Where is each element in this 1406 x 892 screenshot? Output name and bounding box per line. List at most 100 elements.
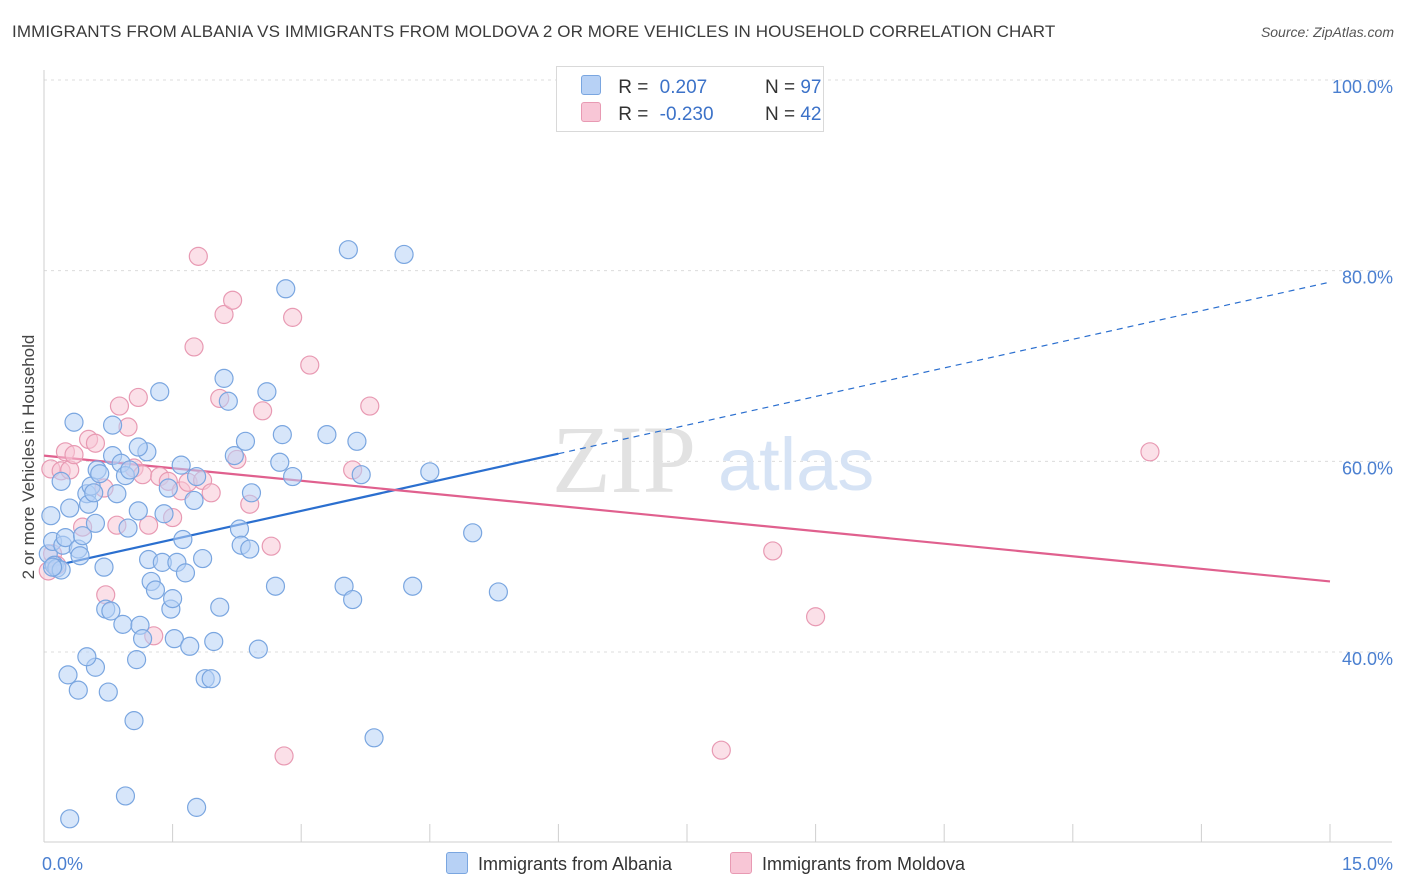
legend-row-moldova: R = -0.230 N = 42 <box>581 102 821 126</box>
albania-point <box>98 682 118 702</box>
moldova-point <box>184 337 204 357</box>
albania-point <box>235 431 256 451</box>
moldova-legend-swatch <box>730 852 752 874</box>
albania-point <box>351 465 371 485</box>
albania-point <box>113 614 133 634</box>
y-tick-label: 80.0% <box>1342 268 1393 288</box>
albania-point <box>126 650 147 670</box>
albania-point <box>158 478 178 498</box>
albania-swatch <box>581 75 601 95</box>
albania-point <box>124 711 144 731</box>
albania-point <box>257 382 277 402</box>
moldova-r-label: R = <box>618 104 649 125</box>
stats-legend: R = 0.207 N = 97 R = -0.230 N = 42 <box>556 66 824 132</box>
chart-title: IMMIGRANTS FROM ALBANIA VS IMMIGRANTS FR… <box>12 22 1056 41</box>
albania-point <box>70 546 90 566</box>
albania-point <box>60 498 80 518</box>
albania-point <box>180 636 200 656</box>
albania-point <box>64 412 84 432</box>
albania-r-label: R = <box>618 77 649 98</box>
albania-point <box>420 462 440 482</box>
albania-point <box>218 391 238 411</box>
moldova-point <box>1140 442 1160 462</box>
albania-point <box>229 519 250 539</box>
moldova-point <box>274 746 294 766</box>
albania-point <box>283 466 303 487</box>
y-axis-label: 2 or more Vehicles in Household <box>19 335 38 580</box>
albania-point <box>58 665 78 685</box>
legend-row-albania: R = 0.207 N = 97 <box>581 75 821 99</box>
albania-point <box>241 483 262 503</box>
moldova-point <box>223 290 243 310</box>
data-points <box>38 240 1160 829</box>
albania-point <box>163 589 183 609</box>
albania-n-label: N = <box>764 77 796 98</box>
moldova-point <box>360 396 380 416</box>
albania-point <box>118 518 138 538</box>
moldova-point <box>64 445 84 465</box>
albania-point <box>276 279 296 299</box>
albania-point <box>187 797 207 817</box>
albania-point <box>90 464 110 484</box>
albania-point <box>173 529 193 550</box>
albania-point <box>154 504 174 524</box>
tick-labels: 40.0% 60.0% 80.0% 100.0% 0.0% 15.0% <box>42 77 1393 874</box>
albania-point <box>248 639 268 659</box>
moldova-point <box>201 483 221 503</box>
albania-point <box>403 576 423 596</box>
legend-item-moldova: Immigrants from Moldova <box>730 852 965 875</box>
albania-point <box>84 483 104 503</box>
trend-lines <box>43 281 1331 583</box>
albania-point <box>128 501 148 521</box>
albania-point <box>150 382 170 402</box>
albania-point <box>184 490 204 511</box>
albania-point <box>128 437 148 457</box>
albania-point <box>343 589 363 610</box>
moldova-legend-label: Immigrants from Moldova <box>762 854 966 874</box>
grid <box>44 79 1392 653</box>
moldova-point <box>805 607 826 627</box>
moldova-point <box>711 740 731 760</box>
x-tick-label-min: 0.0% <box>42 854 83 874</box>
moldova-n-value: 42 <box>800 104 822 125</box>
albania-trend-line <box>43 452 559 570</box>
albania-point <box>175 563 196 583</box>
albania-point <box>338 240 358 260</box>
moldova-n-label: N = <box>764 104 796 125</box>
albania-point <box>77 647 97 667</box>
albania-point <box>85 513 106 533</box>
albania-legend-swatch <box>446 852 468 874</box>
albania-point <box>193 548 213 569</box>
albania-point <box>201 669 221 689</box>
moldova-point <box>763 541 783 561</box>
albania-point <box>42 557 63 577</box>
y-tick-label: 60.0% <box>1342 458 1393 478</box>
moldova-swatch <box>581 102 601 122</box>
albania-point <box>204 631 224 652</box>
moldova-point <box>188 246 208 266</box>
albania-point <box>164 629 184 649</box>
legend-item-albania: Immigrants from Albania <box>446 852 672 875</box>
moldova-point <box>85 433 106 453</box>
moldova-point <box>283 307 303 327</box>
series-legend: Immigrants from Albania Immigrants from … <box>0 852 1406 876</box>
albania-point <box>120 460 140 480</box>
moldova-point <box>214 304 234 325</box>
moldova-point <box>128 387 148 408</box>
albania-point <box>224 446 244 466</box>
albania-point <box>270 452 290 472</box>
moldova-point <box>300 355 320 375</box>
moldova-point <box>138 515 159 535</box>
moldova-r-value: -0.230 <box>659 104 714 125</box>
albania-point <box>187 466 207 487</box>
albania-point <box>240 539 260 559</box>
albania-point <box>334 576 354 596</box>
albania-point <box>41 506 61 526</box>
albania-point <box>364 728 384 748</box>
albania-r-value: 0.207 <box>659 77 708 98</box>
albania-point <box>115 786 136 806</box>
watermark-atlas: atlas <box>718 423 874 506</box>
albania-point <box>347 431 367 451</box>
albania-point <box>102 415 123 435</box>
